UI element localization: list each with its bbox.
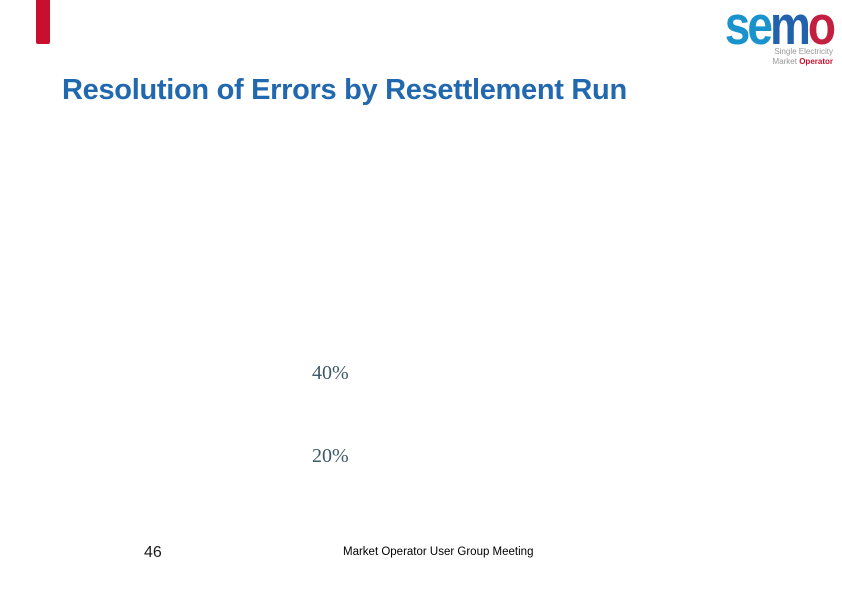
slide-page-number: 46: [144, 544, 162, 561]
page-title: Resolution of Errors by Resettlement Run: [62, 74, 627, 106]
semo-logo-word: semo: [724, 0, 836, 56]
semo-tagline-operator: Operator: [799, 57, 833, 67]
semo-tagline-line2: Market Operator: [725, 57, 833, 67]
red-accent-bar: [36, 0, 50, 44]
chart-label-20-percent: 20%: [312, 445, 349, 467]
semo-logo: semo Single Electricity Market Operator: [724, 0, 836, 68]
footer-event-name: Market Operator User Group Meeting: [343, 546, 534, 558]
chart-label-40-percent: 40%: [312, 362, 349, 384]
semo-logo-tagline: Single Electricity Market Operator: [725, 47, 833, 68]
semo-tagline-line1: Single Electricity: [774, 47, 833, 56]
semo-tagline-market: Market: [772, 57, 800, 67]
